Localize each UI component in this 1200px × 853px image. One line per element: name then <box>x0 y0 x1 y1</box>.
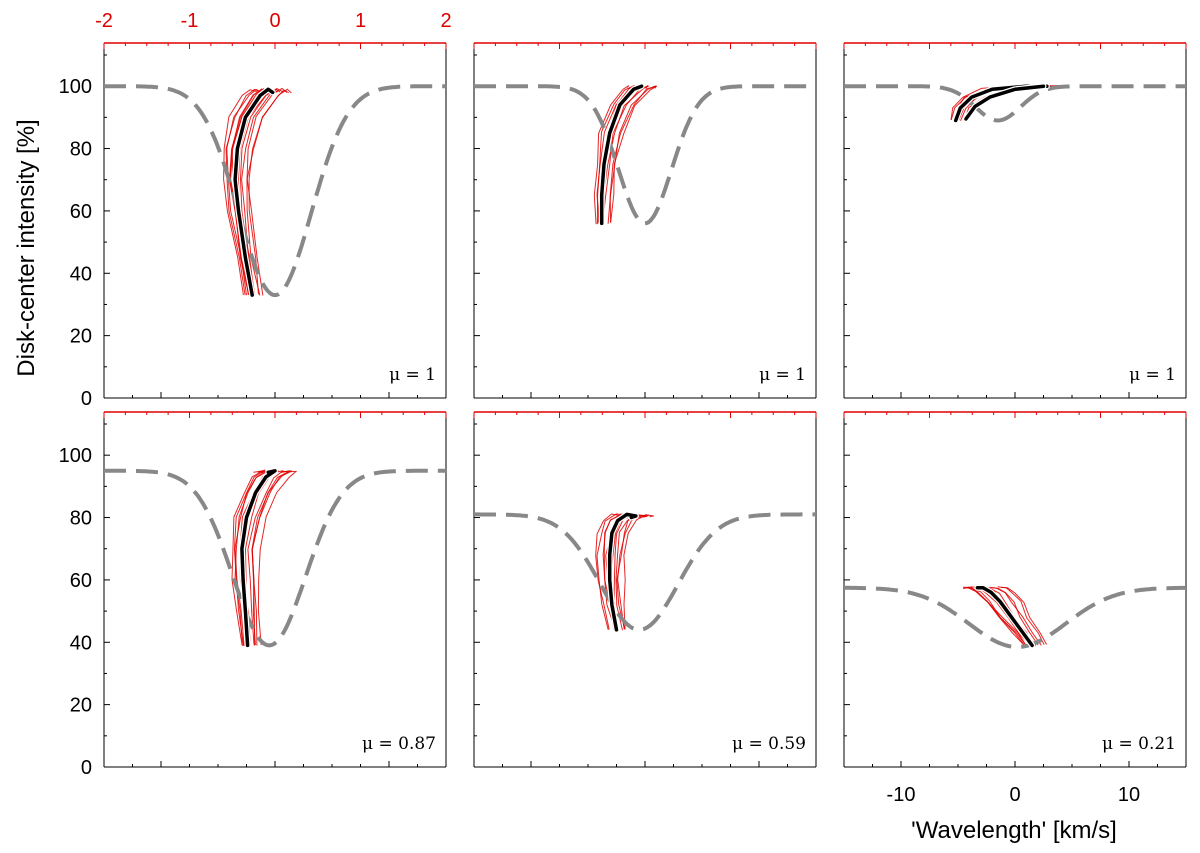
line-profile <box>474 512 816 632</box>
y-axis-title: Disk-center intensity [%] <box>13 119 40 376</box>
y-tick-label: 60 <box>70 201 92 223</box>
line-profile <box>104 468 446 648</box>
panel-plot-area <box>844 83 1186 124</box>
panel-plot-area <box>474 511 816 633</box>
x-tick-label: -10 <box>887 784 916 806</box>
bisector-spread-line <box>610 85 657 223</box>
y-tick-label: 20 <box>70 695 92 717</box>
panel-plot-area <box>474 83 816 227</box>
top-tick-label: 1 <box>355 10 366 32</box>
panel-6: -10 0 10 μ = 0.21 <box>843 411 1187 806</box>
panel-2: μ = 1 <box>473 42 817 399</box>
bisector-spread-line <box>607 85 657 224</box>
y-tick-label: 80 <box>70 139 92 161</box>
bisector-spread-line <box>595 513 622 630</box>
panel-1: 0 20 40 60 80 100 -2 -1 0 1 2 μ = 1 <box>59 10 452 410</box>
x-tick-label: 10 <box>1118 784 1140 806</box>
line-profile <box>844 84 1186 123</box>
panel-3: μ = 1 <box>843 42 1187 399</box>
top-tick-label: -2 <box>95 10 113 32</box>
panel-5: μ = 0.59 <box>473 411 817 768</box>
mean-bisector <box>233 87 275 297</box>
y-tick-label: 80 <box>70 508 92 530</box>
line-profile <box>104 84 446 298</box>
bisector-spread-line <box>247 470 284 645</box>
mean-bisector <box>599 84 644 226</box>
bisector-spread-line <box>251 470 292 646</box>
bisector-spread-line <box>257 470 298 646</box>
mu-label: μ = 1 <box>389 365 436 385</box>
mu-label: μ = 1 <box>1129 365 1176 385</box>
mu-label: μ = 1 <box>759 365 806 385</box>
mean-bisector-outline <box>598 83 645 227</box>
x-axis-title: 'Wavelength' [km/s] <box>911 817 1117 844</box>
top-tick-label: 2 <box>440 10 451 32</box>
mu-label: μ = 0.59 <box>732 734 806 754</box>
panel-plot-area <box>104 84 446 299</box>
mean-bisector <box>607 512 638 632</box>
y-tick-label: 0 <box>81 757 92 779</box>
panel-plot-area <box>104 467 446 649</box>
bisector-spread-line <box>246 87 288 296</box>
mean-bisector <box>964 84 1046 121</box>
bisector-spread-line <box>223 89 258 295</box>
mu-label: μ = 0.21 <box>1102 734 1176 754</box>
y-tick-label: 40 <box>70 263 92 285</box>
bisector-spread-line <box>602 85 649 223</box>
top-tick-label: 0 <box>269 10 280 32</box>
mean-bisector <box>240 469 277 648</box>
bisector-spread-line <box>225 88 262 296</box>
bisector-spread-line <box>617 514 649 630</box>
bisector-spread-line <box>226 88 262 296</box>
bisector-spread-line <box>593 85 630 225</box>
bisector-spread-line <box>234 470 266 646</box>
y-tick-label: 20 <box>70 326 92 348</box>
bisector-spread-line <box>246 88 292 296</box>
y-tick-label: 100 <box>59 76 92 98</box>
bisector-spread-line <box>251 470 293 646</box>
bisector-spread-line <box>231 470 263 646</box>
y-tick-label: 60 <box>70 570 92 592</box>
y-tick-label: 100 <box>59 445 92 467</box>
y-tick-label: 0 <box>81 388 92 410</box>
bisector-spread-line <box>248 89 289 295</box>
panel-4: 0 20 40 60 80 100 μ = 0.87 <box>59 411 447 779</box>
mean-bisector <box>975 585 1034 648</box>
top-tick-label: -1 <box>181 10 199 32</box>
panel-plot-area <box>844 584 1186 649</box>
bisector-spread-line <box>989 586 1039 646</box>
line-profile <box>474 84 816 226</box>
mu-label: μ = 0.87 <box>362 734 436 754</box>
bisector-spread-line <box>964 587 1026 645</box>
bisector-spread-line <box>1001 586 1048 645</box>
x-tick-label: 0 <box>1009 784 1020 806</box>
bisector-spread-line <box>234 470 269 646</box>
bisector-spread-line <box>623 514 654 630</box>
y-tick-label: 40 <box>70 632 92 654</box>
